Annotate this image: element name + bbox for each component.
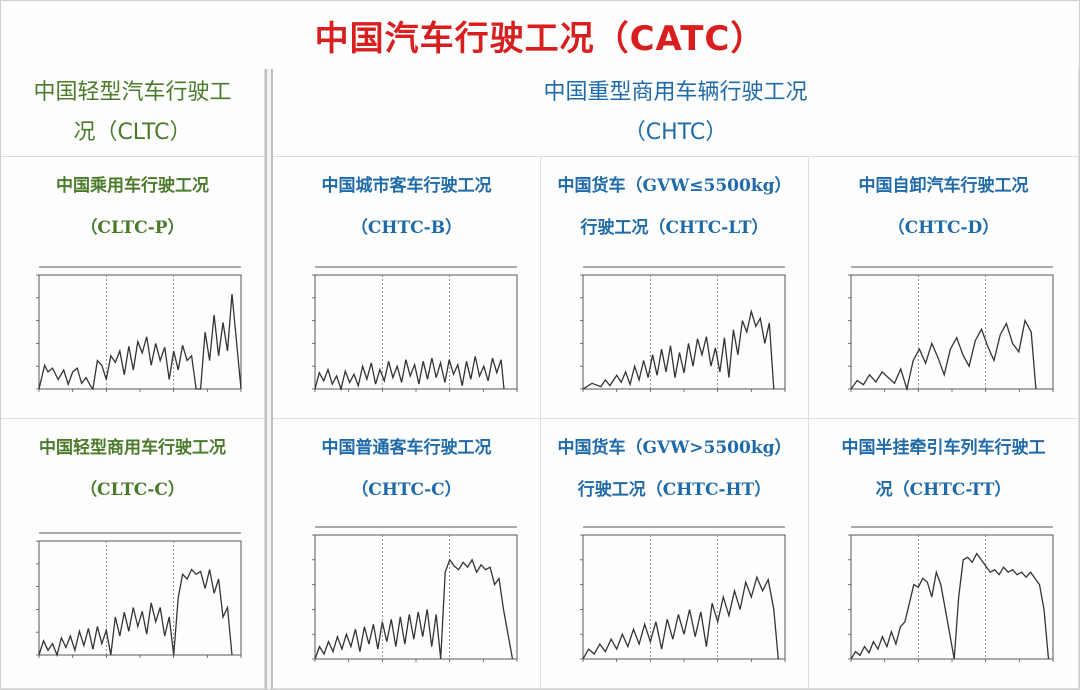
cycle-label-line2: 况（CHTC-TT） bbox=[875, 480, 1012, 500]
cycle-cell-chtc-d: 中国自卸汽车行驶工况 （CHTC-D） bbox=[809, 157, 1079, 419]
cycle-label-line2: 行驶工况（CHTC-LT） bbox=[580, 218, 769, 238]
cycle-cell-cltc-p: 中国乘用车行驶工况 （CLTC-P） bbox=[1, 157, 265, 419]
speed-series-line bbox=[582, 575, 779, 660]
cycle-label-line2: （CHTC-D） bbox=[887, 218, 1000, 238]
cycle-label-line1: 中国乘用车行驶工况 bbox=[56, 176, 209, 196]
group-divider bbox=[265, 69, 273, 689]
chart-chtc-d bbox=[848, 266, 1054, 392]
plot-frame bbox=[582, 534, 786, 660]
chart-chtc-ht bbox=[580, 526, 786, 662]
speed-series-line bbox=[582, 308, 775, 390]
plot-frame bbox=[314, 534, 518, 660]
cycle-label-line1: 中国货车（GVW≤5500kg） bbox=[557, 176, 792, 196]
cycle-label-line2: （CHTC-B） bbox=[350, 218, 463, 238]
cycle-label-line2: （CHTC-C） bbox=[351, 480, 462, 500]
heavy-group-title-line2: （CHTC） bbox=[623, 119, 728, 145]
heavy-group-title-line1: 中国重型商用车辆行驶工况 bbox=[543, 79, 808, 105]
diagram-title: 中国汽车行驶工况（CATC） bbox=[1, 1, 1079, 70]
chart-chtc-c bbox=[312, 526, 518, 662]
cycle-label-line1: 中国轻型商用车行驶工况 bbox=[39, 438, 226, 458]
cycle-label-line1: 中国城市客车行驶工况 bbox=[321, 176, 492, 196]
cycle-label-line2: （CLTC-P） bbox=[80, 218, 185, 238]
cycle-label-line1: 中国半挂牵引车列车行驶工 bbox=[841, 438, 1046, 458]
chart-chtc-b bbox=[312, 266, 518, 392]
chart-cltc-p bbox=[36, 266, 242, 392]
plot-frame bbox=[38, 274, 242, 390]
heavy-group-header: 中国重型商用车辆行驶工况 （CHTC） bbox=[273, 69, 1079, 157]
cycle-cell-chtc-ht: 中国货车（GVW>5500kg） 行驶工况（CHTC-HT） bbox=[541, 419, 809, 689]
light-group-title-line2: 况（CLTC） bbox=[73, 119, 192, 145]
speed-series-line bbox=[850, 552, 1050, 660]
speed-series-line bbox=[314, 356, 505, 392]
speed-series-line bbox=[850, 318, 1037, 392]
chart-chtc-tt bbox=[848, 526, 1054, 662]
speed-series-line bbox=[38, 293, 242, 391]
cycle-label-line1: 中国自卸汽车行驶工况 bbox=[858, 176, 1029, 196]
cycle-cell-cltc-c: 中国轻型商用车行驶工况 （CLTC-C） bbox=[1, 419, 265, 689]
cycle-label-line2: 行驶工况（CHTC-HT） bbox=[577, 480, 772, 500]
speed-series-line bbox=[314, 558, 514, 660]
chart-cltc-c bbox=[36, 532, 242, 658]
cycle-label-line2: （CLTC-C） bbox=[80, 480, 185, 500]
cycle-cell-chtc-lt: 中国货车（GVW≤5500kg） 行驶工况（CHTC-LT） bbox=[541, 157, 809, 419]
light-group-title-line1: 中国轻型汽车行驶工 bbox=[33, 79, 232, 105]
cycle-cell-chtc-b: 中国城市客车行驶工况 （CHTC-B） bbox=[273, 157, 541, 419]
cycle-cell-chtc-c: 中国普通客车行驶工况 （CHTC-C） bbox=[273, 419, 541, 689]
cycle-label-line1: 中国普通客车行驶工况 bbox=[321, 438, 492, 458]
chart-chtc-lt bbox=[580, 266, 786, 392]
cycle-cell-chtc-tt: 中国半挂牵引车列车行驶工 况（CHTC-TT） bbox=[809, 419, 1079, 689]
cycle-label-line1: 中国货车（GVW>5500kg） bbox=[557, 438, 792, 458]
speed-series-line bbox=[38, 568, 233, 658]
light-group-header: 中国轻型汽车行驶工 况（CLTC） bbox=[1, 69, 265, 157]
